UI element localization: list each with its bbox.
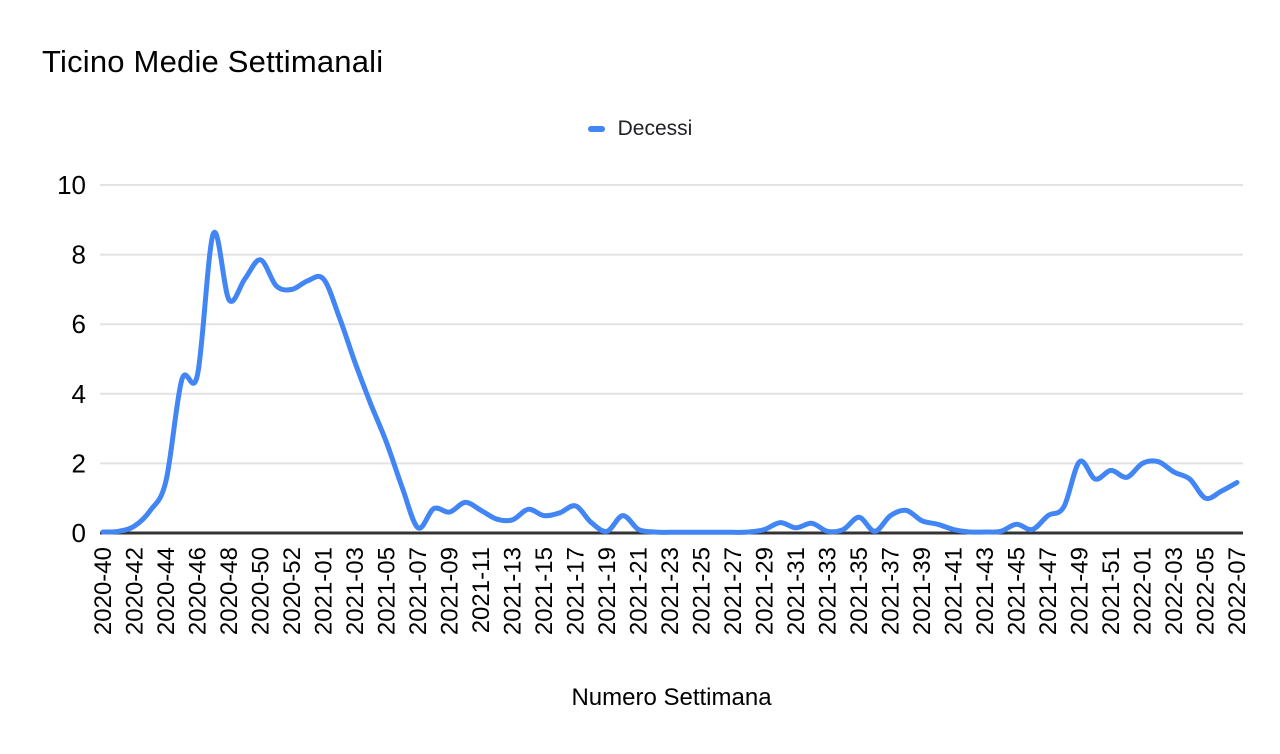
legend-series-label: Decessi — [617, 117, 693, 140]
x-tick-label: 2021-37 — [877, 547, 904, 635]
x-tick-label: 2021-45 — [1003, 547, 1030, 635]
x-tick-label: 2022-05 — [1192, 547, 1219, 635]
x-tick-label: 2021-31 — [783, 547, 810, 635]
legend: Decessi — [0, 116, 1280, 142]
x-tick-label: 2021-27 — [720, 547, 747, 635]
x-tick-label: 2020-52 — [279, 547, 306, 635]
y-tick-label: 2 — [72, 448, 86, 478]
chart-title: Ticino Medie Settimanali — [42, 44, 384, 79]
x-tick-label: 2021-17 — [562, 547, 589, 635]
x-tick-label: 2021-41 — [940, 547, 967, 635]
x-tick-label: 2021-01 — [310, 547, 337, 635]
x-tick-label: 2021-39 — [909, 547, 936, 635]
x-axis-title: Numero Settimana — [571, 684, 772, 711]
x-tick-label: 2021-35 — [846, 547, 873, 635]
y-tick-label: 6 — [72, 309, 86, 339]
x-tick-label: 2020-44 — [153, 547, 180, 635]
x-tick-label: 2021-13 — [499, 547, 526, 635]
y-tick-label: 0 — [72, 518, 86, 548]
x-tick-label: 2022-03 — [1161, 547, 1188, 635]
x-tick-label: 2021-43 — [972, 547, 999, 635]
x-tick-label: 2021-19 — [594, 547, 621, 635]
x-tick-label: 2020-50 — [247, 547, 274, 635]
decessi-series-line — [100, 229, 1240, 535]
y-tick-label: 10 — [57, 170, 86, 200]
x-tick-label: 2021-15 — [531, 547, 558, 635]
x-tick-label: 2022-07 — [1224, 547, 1251, 635]
x-tick-label: 2020-46 — [184, 547, 211, 635]
x-tick-label: 2021-03 — [342, 547, 369, 635]
legend-line-swatch-icon — [587, 126, 605, 132]
x-tick-label: 2021-51 — [1098, 547, 1125, 635]
x-tick-label: 2021-25 — [688, 547, 715, 635]
y-tick-label: 4 — [72, 379, 86, 409]
x-tick-label: 2021-05 — [373, 547, 400, 635]
x-tick-label: 2021-49 — [1066, 547, 1093, 635]
x-tick-label: 2020-40 — [90, 547, 117, 635]
x-tick-label: 2021-23 — [657, 547, 684, 635]
x-tick-label: 2022-01 — [1129, 547, 1156, 635]
x-tick-label: 2020-42 — [121, 547, 148, 635]
x-tick-label: 2021-33 — [814, 547, 841, 635]
x-tick-label: 2020-48 — [216, 547, 243, 635]
x-tick-label: 2021-29 — [751, 547, 778, 635]
x-tick-label: 2021-09 — [436, 547, 463, 635]
x-tick-label: 2021-47 — [1035, 547, 1062, 635]
x-tick-label: 2021-07 — [405, 547, 432, 635]
x-tick-label: 2021-11 — [468, 547, 495, 633]
x-tick-label: 2021-21 — [625, 547, 652, 635]
y-tick-label: 8 — [72, 240, 86, 270]
